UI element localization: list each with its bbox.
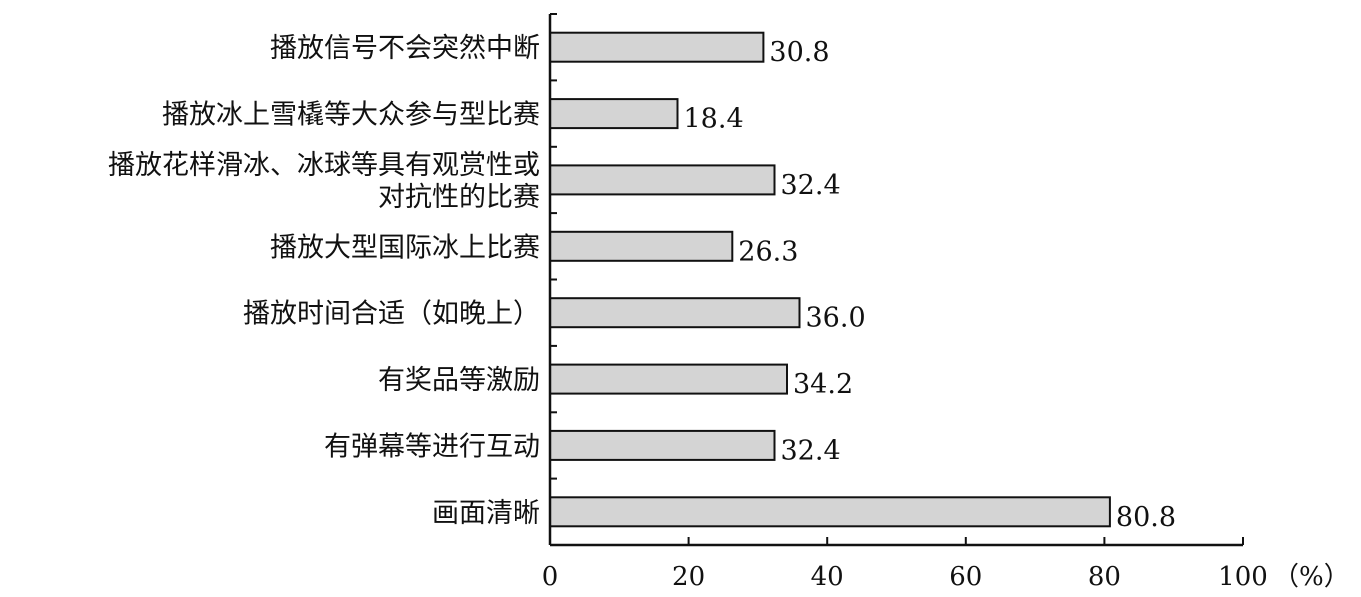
x-tick-label: 40 (811, 562, 844, 592)
x-tick-label: 60 (949, 562, 982, 592)
category-label: 播放时间合适（如晚上） (243, 299, 540, 330)
axes (548, 13, 1244, 547)
x-tick-label: 80 (1088, 562, 1121, 592)
data-label: 18.4 (684, 104, 744, 135)
data-label: 32.4 (781, 435, 841, 466)
data-label: 80.8 (1116, 502, 1176, 533)
x-tick-label: 100 (1218, 562, 1268, 592)
category-label: 播放冰上雪橇等大众参与型比赛 (162, 100, 540, 131)
category-label: 有弹幕等进行互动 (324, 431, 540, 462)
bar (549, 429, 776, 461)
x-tick-label: 0 (542, 562, 559, 592)
bar (549, 164, 776, 196)
category-label: 播放信号不会突然中断 (270, 33, 540, 64)
category-label: 对抗性的比赛 (378, 182, 540, 213)
data-label: 36.0 (806, 303, 866, 334)
bars (549, 31, 1111, 528)
bar (549, 496, 1111, 528)
bar (549, 98, 679, 130)
data-label: 26.3 (738, 236, 798, 267)
category-label: 播放大型国际冰上比赛 (270, 232, 540, 263)
x-tick-label: 20 (672, 562, 705, 592)
data-label: 34.2 (793, 369, 853, 400)
category-label: 播放花样滑冰、冰球等具有观赏性或 (108, 150, 540, 181)
category-label: 有奖品等激励 (378, 365, 540, 396)
bar (549, 363, 788, 395)
data-label: 30.8 (769, 37, 829, 68)
labels: 30.8 播放信号不会突然中断 18.4 播放冰上雪橇等大众参与型比赛 32.4 播放花样… (108, 33, 1350, 592)
category-label: 画面清晰 (432, 498, 540, 529)
bar (549, 297, 801, 329)
data-label: 32.4 (781, 170, 841, 201)
x-unit-label: （%） (1273, 562, 1350, 592)
bar (549, 31, 765, 63)
bar (549, 230, 734, 262)
